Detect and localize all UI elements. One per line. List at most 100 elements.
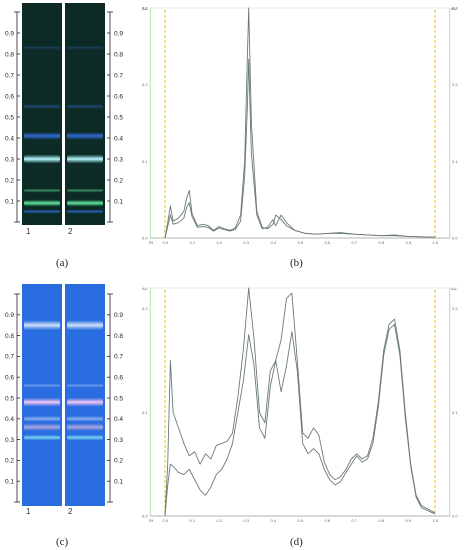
y-tick-label: 0.2: [142, 306, 148, 311]
rf-tick-label: 0.9: [114, 312, 123, 319]
tlc-band: [24, 415, 60, 422]
panel-label-c: (c): [56, 536, 69, 548]
y-tick-label: 0.3: [142, 6, 148, 11]
rf-tick-label: 0.2: [5, 458, 14, 465]
tlc-band: [67, 45, 103, 50]
x-tick-label: 0.2: [217, 518, 223, 523]
x-tick-label: 0.4: [271, 518, 277, 523]
y-tick-label: 0.2: [452, 306, 458, 311]
rf-tick-label: 0.9: [5, 312, 14, 319]
densitogram-trace-1: [164, 287, 436, 517]
plate-c-lane-1: [22, 284, 62, 506]
plate-c-lane-2: [65, 284, 105, 506]
tlc-band: [67, 154, 103, 164]
rf-tick-label: 0.8: [114, 51, 123, 58]
rf-tick-label: 0.1: [114, 198, 123, 205]
rf-tick-label: 0.5: [5, 395, 14, 402]
rf-tick-label: 0.1: [114, 479, 123, 486]
x-tick-label: 0.6: [325, 518, 331, 523]
x-tick-label: 0.2: [217, 240, 223, 245]
x-tick-label: 0.5: [298, 518, 304, 523]
rf-tick-label: 0.7: [114, 72, 123, 79]
x-tick-label: 0.1: [190, 240, 196, 245]
y-tick-label: 0.2: [452, 82, 458, 87]
tlc-band: [67, 397, 103, 407]
rf-tick-label: 0.8: [5, 333, 14, 340]
x-tick-label: 0.4: [271, 240, 277, 245]
panel-b: AU AU0.00.10.20.30.00.10.20.3Rf 0.0 0.1 0.2 0…: [142, 6, 458, 270]
rf-tick-label: 0.2: [5, 177, 14, 184]
y-tick-label: 0.2: [142, 82, 148, 87]
rf-tick-label: 0.8: [5, 51, 14, 58]
tlc-band: [24, 383, 60, 388]
x-tick-label: 0.6: [325, 240, 331, 245]
y-tick-label: 0.1: [142, 410, 148, 415]
rf-scale-right-c: 0.1 0.2 0.3 0.4 0.5 0.6 0.7 0.8 0.9: [107, 293, 123, 503]
rf-tick-label: 0.1: [5, 479, 14, 486]
panel-c: 0.1 0.2 0.3 0.4 0.5 0.6 0.7 0.8 0.9 0.1 0.2 0.3 0.4…: [5, 284, 123, 548]
rf-tick-label: 0.7: [5, 354, 14, 361]
rf-tick-label: 0.4: [5, 416, 14, 423]
panel-a: 0.1 0.2 0.3 0.4 0.5 0.6 0.7 0.8 0.9 0.1 0.2 0.3 0.4…: [5, 3, 123, 269]
rf-tick-label: 0.4: [5, 135, 14, 142]
densitogram-trace-2: [164, 323, 436, 517]
lane-label-1-c: 1: [26, 507, 31, 516]
tlc-band: [67, 188, 103, 193]
plate-a-lane-2: [65, 3, 105, 225]
x-tick-label: 1.0: [433, 240, 439, 245]
rf-tick-label: 0.6: [114, 375, 123, 382]
rf-tick-label: 0.2: [114, 177, 123, 184]
y-tick-label: 0.3: [452, 6, 458, 11]
y-unit-label: AU: [142, 286, 148, 291]
tlc-band: [67, 383, 103, 388]
tlc-band: [67, 434, 103, 441]
rf-tick-label: 0.6: [5, 375, 14, 382]
x-tick-label: 0.0: [163, 240, 169, 245]
x-tick-label: 0.5: [298, 240, 304, 245]
rf-tick-label: 0.2: [114, 458, 123, 465]
rf-tick-label: 0.3: [5, 437, 14, 444]
rf-tick-label: 0.4: [114, 416, 123, 423]
x-tick-label: 0.0: [163, 518, 169, 523]
x-tick-label: 0.9: [406, 518, 412, 523]
tlc-band: [67, 131, 103, 140]
rf-tick-label: 0.5: [5, 114, 14, 121]
x-tick-label: 0.9: [406, 240, 412, 245]
x-tick-label: 0.3: [244, 518, 250, 523]
y-tick-label: 0.1: [452, 159, 458, 164]
tlc-band: [24, 104, 60, 109]
y-tick-label: 0.0: [142, 514, 148, 519]
rf-tick-label: 0.9: [114, 30, 123, 37]
x-tick-label: 0.7: [352, 518, 358, 523]
panel-d: AU AU0.00.10.20.00.10.2Rf 0.0 0.1 0.2 0.3 0.4 0…: [142, 286, 458, 548]
tlc-band: [24, 434, 60, 441]
x-tick-label: 0.3: [244, 240, 250, 245]
plate-c-bands: [24, 320, 103, 441]
panel-label-d: (d): [290, 536, 303, 548]
tlc-band: [67, 104, 103, 109]
tlc-band: [67, 415, 103, 422]
y-unit-label: AU: [451, 6, 457, 11]
tlc-band: [24, 423, 60, 432]
x-axis-start-label: Rf: [149, 240, 154, 245]
y-tick-label: 0.1: [142, 159, 148, 164]
panel-label-a: (a): [56, 257, 69, 269]
tlc-band: [24, 209, 60, 214]
densitogram-d: AU AU0.00.10.20.00.10.2Rf 0.0 0.1 0.2 0.3 0.4 0…: [142, 286, 458, 523]
rf-tick-label: 0.6: [5, 93, 14, 100]
rf-tick-label: 0.6: [114, 93, 123, 100]
rf-tick-label: 0.4: [114, 135, 123, 142]
x-tick-label: 0.1: [190, 518, 196, 523]
tlc-band: [24, 188, 60, 193]
tlc-band: [67, 320, 103, 331]
rf-tick-label: 0.1: [5, 198, 14, 205]
rf-scale-right-a: 0.1 0.2 0.3 0.4 0.5 0.6 0.7 0.8 0.9: [107, 11, 123, 223]
rf-scale-left-a: 0.1 0.2 0.3 0.4 0.5 0.6 0.7 0.8 0.9: [5, 11, 20, 223]
y-unit-label: AU: [142, 6, 148, 11]
tlc-band: [24, 131, 60, 140]
x-tick-label: 1.0: [433, 518, 439, 523]
tlc-band: [24, 320, 60, 331]
tlc-band: [67, 209, 103, 214]
y-tick-label: 0.1: [452, 410, 458, 415]
tlc-band: [67, 199, 103, 207]
